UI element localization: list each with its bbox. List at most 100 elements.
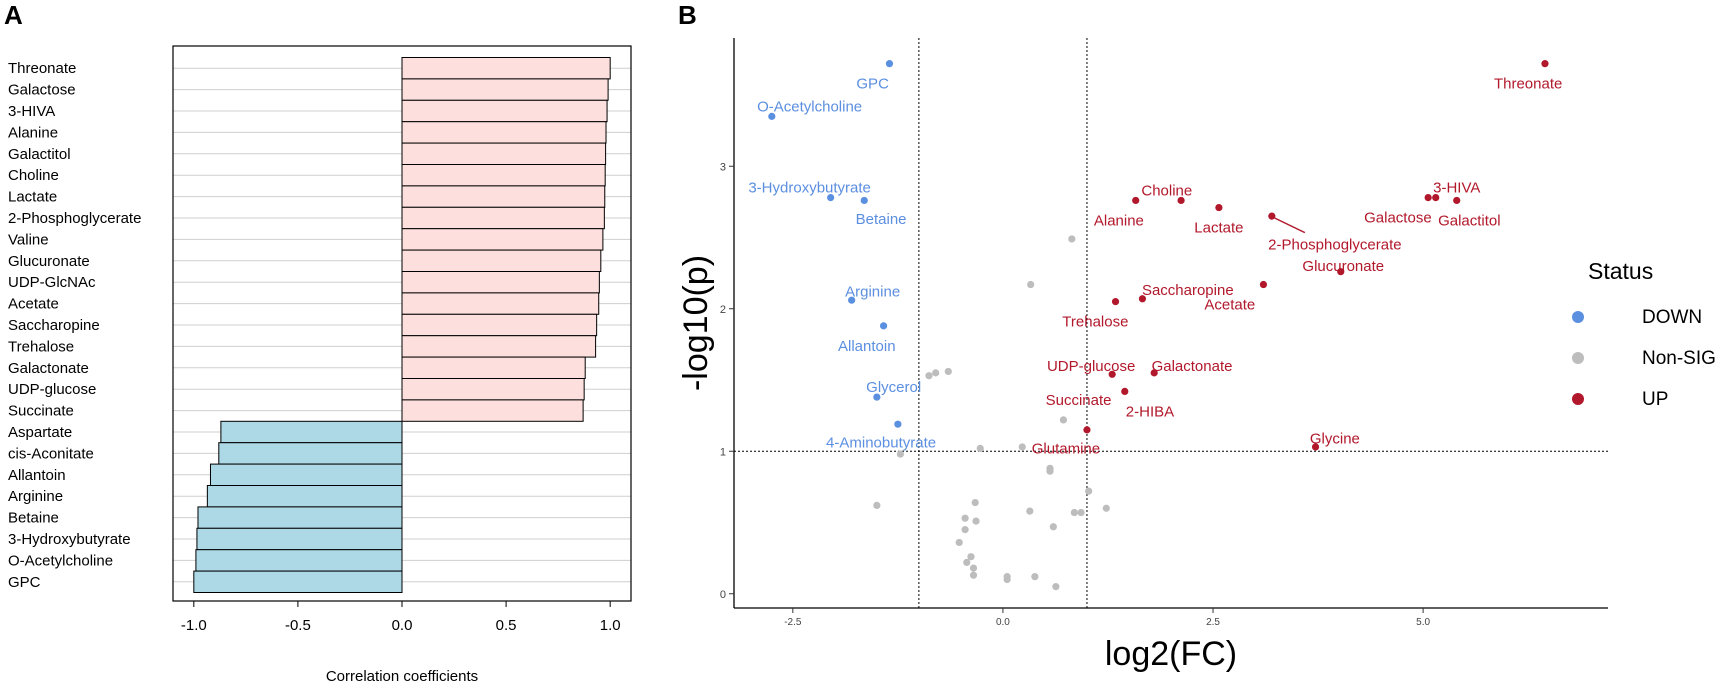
category-label: Threonate xyxy=(8,60,76,77)
legend-key xyxy=(1572,352,1584,364)
panel-label-b: B xyxy=(678,0,697,30)
point-nonsig xyxy=(969,571,978,579)
bar xyxy=(401,335,597,358)
bar xyxy=(401,228,604,251)
point-nonsig xyxy=(1018,443,1026,451)
category-label: Betaine xyxy=(8,510,59,527)
point-label: 3-HIVA xyxy=(1433,180,1480,197)
legend-key xyxy=(1572,393,1584,405)
point-label: Galactonate xyxy=(1152,358,1233,375)
point-nonsig xyxy=(961,514,969,522)
point-up xyxy=(1453,196,1461,205)
category-label: cis-Aconitate xyxy=(8,445,94,462)
point-nonsig xyxy=(1026,507,1034,515)
point-nonsig xyxy=(1077,508,1085,517)
point-down xyxy=(848,296,856,304)
point-label: Choline xyxy=(1141,182,1192,199)
volcano-plot-panel: -2.5 0.0 2.5 5.0 0 1 2 3 log2(FC) -log10(p) GPC O-A… xyxy=(677,38,1716,673)
bar xyxy=(197,506,403,529)
point-up xyxy=(1108,370,1116,378)
point-nonsig xyxy=(1052,583,1060,591)
category-label: Glucuronate xyxy=(8,253,90,270)
category-label: Lactate xyxy=(8,189,57,206)
point-label: O-Acetylcholine xyxy=(757,98,862,115)
y-tick-label: 2 xyxy=(720,304,726,316)
point-up xyxy=(1311,443,1320,451)
x-tick-label: 5.0 xyxy=(1416,617,1430,628)
x-tick-label: -2.5 xyxy=(784,617,802,628)
point-label: Galactose xyxy=(1364,210,1432,227)
point-up xyxy=(1268,212,1276,220)
bar xyxy=(209,463,403,487)
point-down xyxy=(827,194,835,202)
point-nonsig xyxy=(1046,467,1054,475)
legend-label: UP xyxy=(1642,389,1668,410)
x-tick-label: -0.5 xyxy=(285,617,311,634)
point-label: 4-Aminobutyrate xyxy=(826,435,936,452)
x-tick-label: 1.0 xyxy=(600,617,621,634)
category-label: 3-HIVA xyxy=(8,103,55,120)
point-label: Lactate xyxy=(1194,220,1243,237)
category-label: Alanine xyxy=(8,124,58,141)
point-nonsig xyxy=(873,501,881,509)
point-label: Alanine xyxy=(1094,212,1144,229)
point-label: Acetate xyxy=(1204,296,1255,313)
bar xyxy=(401,271,600,294)
bar xyxy=(206,485,403,508)
y-tick-label: 0 xyxy=(720,589,726,601)
y-axis-title: -log10(p) xyxy=(677,255,715,391)
bar xyxy=(401,121,607,144)
point-up xyxy=(1177,196,1185,205)
bar xyxy=(401,249,602,273)
bar xyxy=(193,570,403,593)
point-nonsig xyxy=(896,450,904,458)
point-label: Arginine xyxy=(845,284,900,301)
point-label: Betaine xyxy=(856,211,907,228)
category-label: Galactose xyxy=(8,82,76,99)
point-nonsig xyxy=(1068,235,1076,243)
point-up xyxy=(1138,295,1147,303)
point-up xyxy=(1083,426,1091,434)
point-nonsig xyxy=(1070,508,1078,517)
point-label: Glycine xyxy=(1310,430,1360,447)
point-down xyxy=(885,60,894,68)
point-label: Allantoin xyxy=(838,338,896,355)
point-nonsig xyxy=(932,369,940,377)
category-label: Acetate xyxy=(8,296,59,313)
point-nonsig xyxy=(961,526,969,534)
category-label: O-Acetylcholine xyxy=(8,552,113,569)
bar xyxy=(401,164,606,187)
category-label: Allantoin xyxy=(8,467,66,484)
point-up xyxy=(1150,369,1158,377)
point-label: 3-Hydroxybutyrate xyxy=(748,180,871,197)
x-axis-title: Correlation coefficients xyxy=(326,668,478,685)
x-tick-label: 0.5 xyxy=(496,617,517,634)
x-tick-label: 2.5 xyxy=(1206,617,1220,628)
category-label: Saccharopine xyxy=(8,317,100,334)
point-label: Trehalose xyxy=(1062,314,1128,331)
point-nonsig xyxy=(1031,573,1039,581)
category-label: Galactitol xyxy=(8,146,71,163)
point-label: Glucuronate xyxy=(1302,258,1384,275)
legend-title: Status xyxy=(1588,258,1653,284)
point-nonsig xyxy=(1059,416,1068,424)
bar xyxy=(218,442,403,465)
category-label: Galactonate xyxy=(8,360,89,377)
bar xyxy=(401,57,611,80)
x-tick-label: 0.0 xyxy=(392,617,413,634)
point-nonsig xyxy=(976,444,984,452)
point-label: Galactitol xyxy=(1438,212,1501,229)
point-up xyxy=(1259,280,1268,289)
point-nonsig xyxy=(971,498,979,507)
point-label: Glutamine xyxy=(1032,440,1100,457)
x-axis-title: log2(FC) xyxy=(1105,635,1237,673)
point-nonsig xyxy=(1027,280,1035,289)
point-nonsig xyxy=(967,553,975,561)
category-label: Trehalose xyxy=(8,338,74,355)
category-label: 2-Phosphoglycerate xyxy=(8,210,141,227)
y-tick-label: 1 xyxy=(720,446,726,458)
bar xyxy=(401,78,609,101)
category-label: GPC xyxy=(8,574,41,591)
point-nonsig xyxy=(972,517,980,525)
